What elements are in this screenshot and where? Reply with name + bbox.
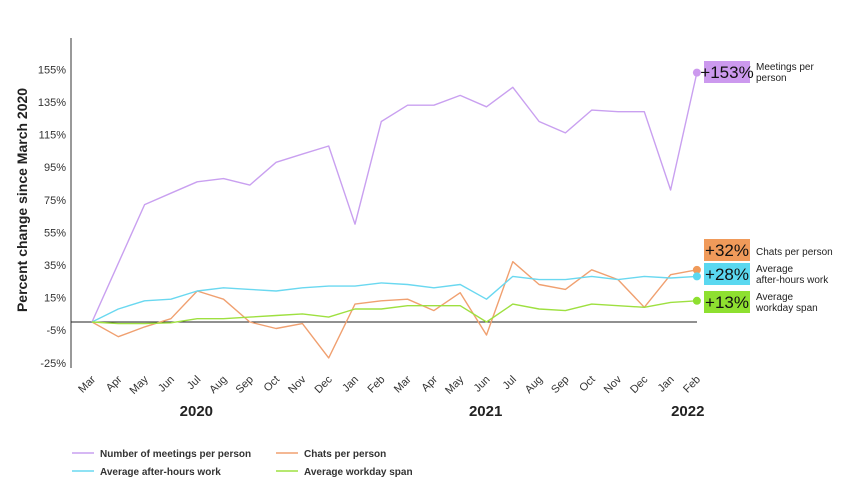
series-end-point xyxy=(692,68,701,77)
end-badge-label: Meetings per xyxy=(756,62,814,73)
y-tick-label: -25% xyxy=(40,358,66,370)
x-tick-label: Aug xyxy=(523,374,545,396)
series-line xyxy=(91,275,697,323)
y-tick-label: 55% xyxy=(44,227,66,239)
y-tick-label: 95% xyxy=(44,162,66,174)
series-end-point xyxy=(692,272,701,281)
end-badge-value: +13% xyxy=(705,293,749,312)
legend-label: Average after-hours work xyxy=(100,467,221,478)
series-end-point xyxy=(692,265,701,274)
x-tick-label: Feb xyxy=(366,374,388,396)
x-tick-label: Apr xyxy=(419,373,440,394)
x-tick-label: Apr xyxy=(104,373,125,394)
x-tick-labels: Mar Apr May Jun Jul Aug Sep Oct Nov Dec Jan Feb Mar A… xyxy=(76,373,703,397)
x-tick-label: Mar xyxy=(392,373,414,395)
legend-label: Average workday span xyxy=(304,467,413,478)
x-tick-label: Oct xyxy=(262,374,283,395)
x-tick-label: Dec xyxy=(313,373,336,396)
x-tick-label: Oct xyxy=(577,374,598,395)
series-end-point xyxy=(692,296,701,305)
series-line xyxy=(91,261,698,359)
x-tick-label: Jan xyxy=(656,374,677,395)
x-tick-label: Jan xyxy=(340,374,361,395)
y-tick-label: 135% xyxy=(38,97,66,109)
year-label: 2021 xyxy=(469,403,502,420)
x-tick-label: Aug xyxy=(207,374,229,396)
end-badge-value: +153% xyxy=(700,63,753,82)
x-tick-label: Dec xyxy=(628,373,651,396)
x-tick-label: Feb xyxy=(681,374,703,396)
y-axis-label: Percent change since March 2020 xyxy=(14,88,30,312)
legend-label: Chats per person xyxy=(304,449,386,460)
y-tick-labels: 155% 135% 115% 95% 75% 55% 35% 15% -5% -25% xyxy=(38,64,66,369)
y-tick-label: 155% xyxy=(38,64,66,76)
end-badge-label: workday span xyxy=(755,303,818,314)
end-badge-box xyxy=(704,263,750,285)
year-label: 2020 xyxy=(180,403,213,420)
year-labels: 2020 2021 2022 xyxy=(180,403,705,420)
x-tick-label: Jun xyxy=(472,374,493,395)
y-tick-label: 15% xyxy=(44,293,66,305)
y-tick-label: 35% xyxy=(44,260,66,272)
x-tick-label: Jul xyxy=(500,374,518,392)
y-tick-label: 115% xyxy=(39,130,67,142)
x-tick-label: Mar xyxy=(76,373,98,395)
y-tick-label: 75% xyxy=(44,195,66,207)
series-end-markers xyxy=(692,68,701,305)
end-badge-box xyxy=(704,239,750,261)
end-badge-label: Average xyxy=(756,292,794,303)
series-lines xyxy=(91,72,698,359)
legend: Number of meetings per person Chats per p… xyxy=(72,449,413,478)
x-tick-label: Sep xyxy=(234,374,256,396)
end-badge-label: Chats per person xyxy=(756,247,833,258)
end-badge-box xyxy=(704,291,750,313)
series-line xyxy=(91,300,697,325)
end-badge-label: Average xyxy=(756,264,794,275)
end-badge-value: +28% xyxy=(705,265,749,284)
end-badge-label: person xyxy=(756,73,787,84)
series-line xyxy=(91,72,698,323)
x-tick-label: Jul xyxy=(185,374,203,392)
end-badge-value: +32% xyxy=(705,241,749,260)
year-label: 2022 xyxy=(671,403,704,420)
legend-label: Number of meetings per person xyxy=(100,449,251,460)
x-tick-label: May xyxy=(443,373,467,397)
end-badge-box xyxy=(704,61,750,83)
x-tick-label: Jun xyxy=(156,374,177,395)
x-tick-label: Nov xyxy=(602,373,625,396)
end-badge-label: after-hours work xyxy=(756,275,829,286)
x-tick-label: May xyxy=(128,373,152,397)
x-tick-label: Nov xyxy=(286,373,309,396)
y-tick-label: -5% xyxy=(46,325,66,337)
x-tick-label: Sep xyxy=(549,374,571,396)
y-axis xyxy=(70,38,697,368)
